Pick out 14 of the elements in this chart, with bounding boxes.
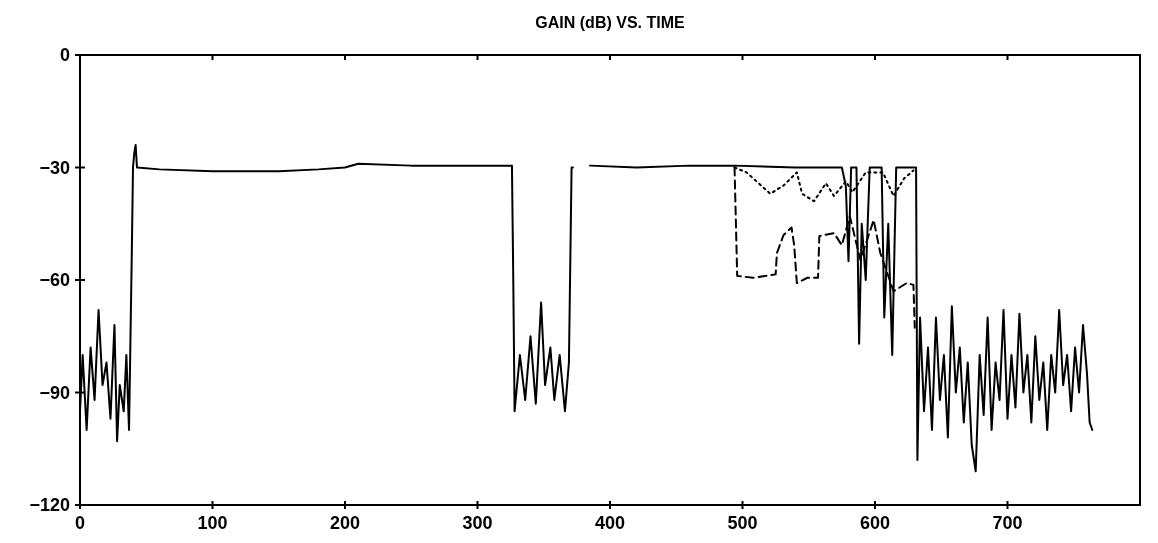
y-tick-label: −30 [39, 157, 70, 178]
y-tick-label: −120 [29, 495, 70, 516]
chart-title: GAIN (dB) VS. TIME [535, 14, 685, 31]
x-tick-label: 300 [462, 513, 493, 533]
y-tick-label: 0 [59, 45, 70, 66]
x-tick-label: 200 [329, 513, 361, 533]
x-tick-label: 500 [727, 513, 758, 533]
x-tick-label: 400 [594, 513, 626, 533]
x-tick-label: 100 [197, 513, 228, 533]
y-tick-label: −60 [39, 270, 70, 291]
x-tick-label: 700 [992, 513, 1023, 533]
x-tick-label: 0 [74, 513, 86, 533]
y-tick-label: −90 [39, 382, 70, 403]
x-tick-label: 600 [859, 513, 891, 533]
